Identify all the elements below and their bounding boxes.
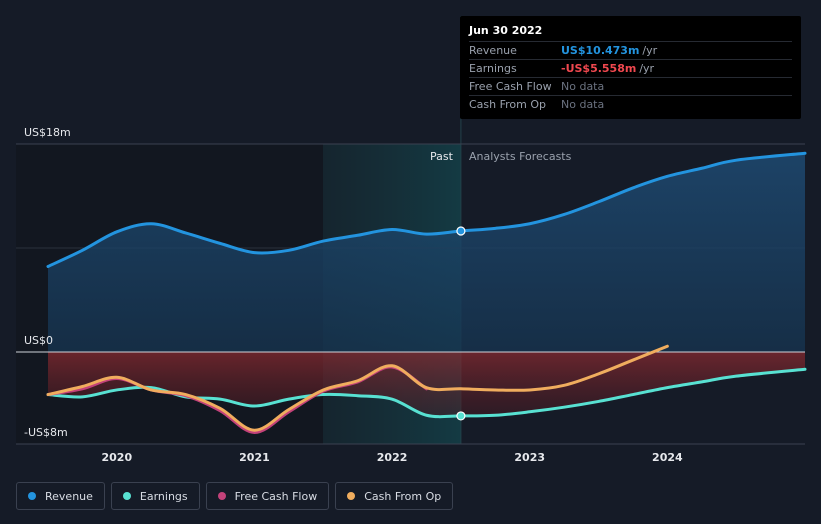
tooltip-row-earnings: Earnings -US$5.558m /yr	[469, 59, 792, 77]
tooltip-unit: /yr	[642, 44, 658, 57]
legend-dot-icon	[122, 492, 131, 500]
tooltip-label: Revenue	[469, 44, 517, 57]
legend-label: Revenue	[45, 489, 93, 503]
x-tick-label: 2023	[514, 451, 545, 464]
tooltip: Jun 30 2022 Revenue US$10.473m /yr Earni…	[460, 16, 801, 119]
legend-label: Earnings	[139, 489, 188, 503]
tooltip-label: Free Cash Flow	[469, 80, 552, 93]
legend-dot-icon	[217, 492, 226, 500]
tooltip-label: Earnings	[469, 62, 517, 75]
y-axis-zero-label: US$0	[24, 334, 54, 347]
revenue-area	[48, 153, 805, 352]
past-label: Past	[430, 150, 453, 163]
x-tick-label: 2021	[239, 451, 270, 464]
legend-label: Free Cash Flow	[234, 489, 318, 503]
legend-label: Cash From Op	[364, 489, 442, 503]
legend-item-free-cash-flow[interactable]: Free Cash Flow	[205, 482, 330, 510]
y-axis-bottom-label: -US$8m	[24, 426, 68, 439]
tooltip-value: US$10.473m	[561, 44, 640, 57]
series-line-revenue	[46, 151, 807, 268]
x-tick-label: 2020	[102, 451, 133, 464]
forecast-label: Analysts Forecasts	[469, 150, 572, 163]
earnings-hover-point	[456, 411, 466, 421]
legend-dot-icon	[347, 492, 356, 500]
tooltip-row-revenue: Revenue US$10.473m /yr	[469, 41, 792, 59]
revenue-hover-point	[456, 226, 466, 236]
tooltip-nodata: No data	[561, 80, 605, 93]
legend-item-earnings[interactable]: Earnings	[110, 482, 200, 510]
x-tick-label: 2024	[652, 451, 683, 464]
tooltip-value: -US$5.558m	[561, 62, 637, 75]
legend-item-revenue[interactable]: Revenue	[16, 482, 105, 510]
tooltip-label: Cash From Op	[469, 98, 547, 111]
series-line-cash-from-op	[46, 344, 669, 432]
y-axis-top-label: US$18m	[24, 126, 71, 139]
tooltip-row-free-cash-flow: Free Cash Flow No data	[469, 77, 792, 95]
tooltip-row-cash-from-op: Cash From Op No data	[469, 95, 792, 113]
tooltip-unit: /yr	[639, 62, 655, 75]
tooltip-date: Jun 30 2022	[469, 24, 543, 37]
tooltip-nodata: No data	[561, 98, 605, 111]
legend: Revenue Earnings Free Cash Flow Cash Fro…	[16, 482, 454, 510]
legend-dot-icon	[28, 492, 36, 500]
x-tick-label: 2022	[377, 451, 408, 464]
legend-item-cash-from-op[interactable]: Cash From Op	[335, 482, 454, 510]
